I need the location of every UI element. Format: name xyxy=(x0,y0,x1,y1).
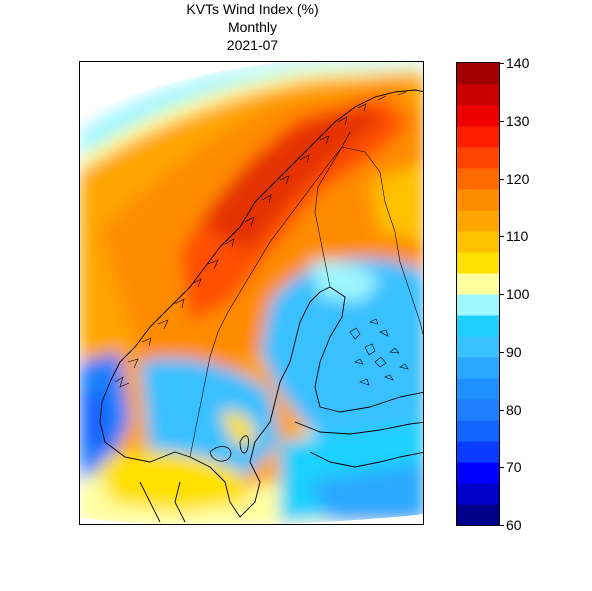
colorbar-band xyxy=(457,147,499,169)
colorbar-tick xyxy=(499,467,504,469)
colorbar-band xyxy=(457,462,499,484)
colorbar-tick-label: 120 xyxy=(506,170,530,187)
colorbar-band xyxy=(457,84,499,106)
colorbar-tick xyxy=(499,236,504,238)
colorbar-tick-label: 130 xyxy=(506,112,530,129)
colorbar-band xyxy=(457,357,499,379)
colorbar-band xyxy=(457,273,499,295)
colorbar-band xyxy=(457,504,499,525)
colorbar-band xyxy=(457,189,499,211)
swedish-lakes xyxy=(209,435,249,462)
title-line-3: 2021-07 xyxy=(226,37,279,53)
colorbar-band xyxy=(457,105,499,127)
colorbar-tick-label: 70 xyxy=(506,459,522,476)
colorbar-tick-label: 100 xyxy=(506,286,530,302)
title-line-1: KVTs Wind Index (%) xyxy=(186,1,319,17)
colorbar-tick xyxy=(499,525,504,526)
title-line-2: Monthly xyxy=(227,19,278,35)
colorbar-band xyxy=(457,420,499,442)
fjord-detail xyxy=(114,91,407,388)
colorbar-band xyxy=(457,315,499,337)
no-data-edge xyxy=(80,514,423,524)
colorbar-tick xyxy=(499,294,504,295)
colorbar-band xyxy=(457,294,499,316)
country-borders xyxy=(189,131,423,458)
colorbar xyxy=(456,62,500,526)
colorbar-band xyxy=(457,63,499,85)
colorbar-tick xyxy=(499,120,504,122)
colorbar-tick xyxy=(499,351,504,353)
coastlines xyxy=(99,89,423,523)
colorbar-tick xyxy=(499,63,504,64)
colorbar-tick-labels: 140 130 120 110 100 90 80 70 60 xyxy=(499,56,566,532)
finnish-lakes xyxy=(349,318,409,386)
colorbar-tick xyxy=(499,178,504,180)
colorbar-tick-label: 60 xyxy=(506,517,522,533)
colorbar-tick xyxy=(499,409,504,411)
colorbar-tick-label: 80 xyxy=(506,401,522,418)
no-data-corner xyxy=(80,62,280,117)
colorbar-band xyxy=(457,399,499,421)
colorbar-band xyxy=(457,168,499,190)
colorbar-tick-label: 90 xyxy=(506,343,522,360)
colorbar-band xyxy=(457,210,499,232)
colorbar-band xyxy=(457,483,499,505)
wind-field xyxy=(80,62,423,524)
colorbar-band xyxy=(457,441,499,463)
colorbar-band xyxy=(457,378,499,400)
colorbar-band xyxy=(457,126,499,148)
colorbar-band xyxy=(457,231,499,253)
colorbar-band xyxy=(457,336,499,358)
colorbar-tick-label: 140 xyxy=(506,55,530,71)
colorbar-band xyxy=(457,252,499,274)
map-title: KVTs Wind Index (%) Monthly 2021-07 xyxy=(80,0,425,54)
wind-index-map xyxy=(79,61,424,525)
colorbar-tick-label: 110 xyxy=(506,228,529,245)
